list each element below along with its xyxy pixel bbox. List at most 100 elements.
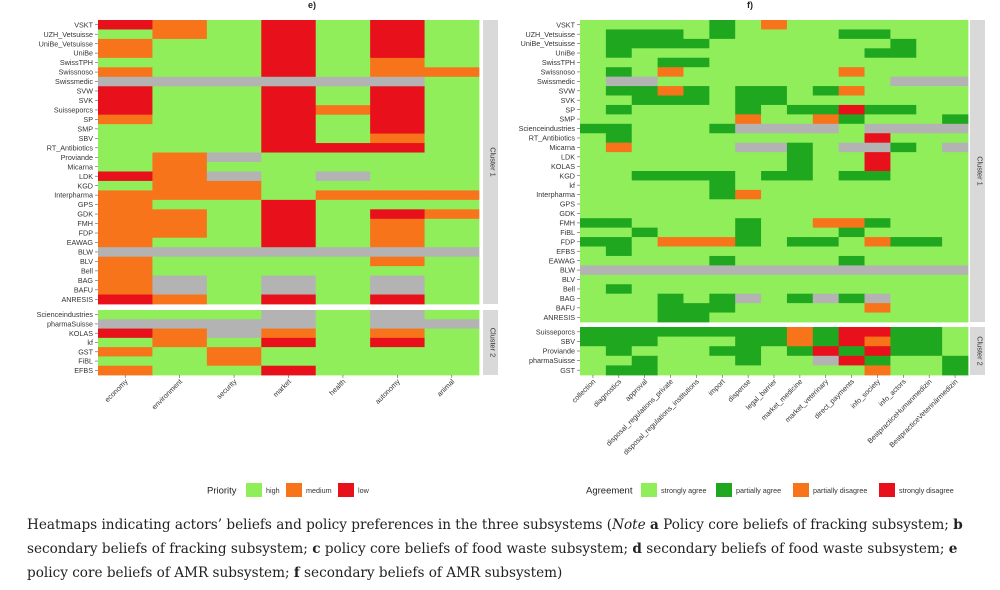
heatmap-cell — [916, 355, 943, 366]
heatmap-cell — [152, 76, 208, 87]
heatmap-cell — [315, 95, 371, 106]
heatmap-cell — [735, 199, 762, 210]
heatmap-cell — [152, 218, 208, 229]
heatmap-cell — [709, 355, 736, 366]
heatmap-cell — [424, 67, 480, 78]
heatmap-cell — [98, 218, 153, 229]
heatmap-cell — [812, 237, 840, 247]
heatmap-cell — [890, 284, 917, 295]
heatmap-cell — [890, 355, 917, 366]
heatmap-cell — [838, 48, 865, 59]
heatmap-cell — [424, 95, 480, 106]
heatmap-cell — [942, 293, 969, 304]
heatmap-cell — [605, 199, 633, 210]
column-label: market — [271, 377, 293, 399]
heatmap-cell — [735, 346, 762, 357]
heatmap-cell — [735, 312, 762, 323]
heatmap-cell — [315, 256, 371, 267]
heatmap-cell — [631, 293, 658, 304]
heatmap-cell — [761, 208, 788, 219]
heatmap-cell — [890, 208, 917, 219]
heatmap-cell — [631, 237, 658, 247]
heatmap-cell — [761, 346, 788, 357]
caption-text: secondary beliefs of fracking subsystem; — [27, 541, 313, 557]
row-label: SP — [83, 115, 93, 124]
heatmap-cell — [206, 180, 262, 191]
cluster-strip — [483, 20, 498, 304]
heatmap-cell — [580, 67, 607, 78]
heatmap-cell — [864, 227, 891, 238]
heatmap-cell — [761, 133, 788, 144]
heatmap-cell — [605, 86, 633, 96]
heatmap-cell — [683, 152, 710, 162]
heatmap-cell — [838, 189, 865, 200]
row-label: SwissTPH — [542, 58, 575, 67]
heatmap-cell — [812, 208, 840, 219]
heatmap-cell — [761, 161, 788, 172]
heatmap-cell — [735, 293, 762, 304]
heatmap-cell — [580, 86, 607, 96]
heatmap-cell — [261, 190, 317, 201]
heatmap-cell — [761, 355, 788, 366]
heatmap-cell — [683, 227, 710, 238]
heatmap-cell — [942, 237, 969, 247]
heatmap-cell — [370, 228, 425, 239]
heatmap-cell — [580, 57, 607, 68]
heatmap-cell — [942, 327, 969, 337]
row-label: GST — [560, 366, 575, 375]
heatmap-cell — [370, 356, 425, 367]
heatmap-cell — [838, 255, 865, 266]
heatmap-cell — [761, 246, 788, 257]
heatmap-cell — [424, 228, 480, 239]
heatmap-cell — [838, 67, 865, 78]
heatmap-cell — [812, 199, 840, 210]
heatmap-cell — [786, 246, 814, 257]
heatmap-cell — [864, 171, 891, 181]
heatmap-cell — [261, 76, 317, 87]
row-label: KGD — [559, 171, 575, 180]
heatmap-cell — [580, 189, 607, 200]
heatmap-cell — [580, 293, 607, 304]
heatmap-cell — [261, 285, 317, 295]
heatmap-cell — [370, 294, 425, 305]
heatmap-cell — [152, 152, 208, 163]
heatmap-cell — [916, 365, 943, 376]
legend-label: strongly agree — [661, 486, 707, 495]
heatmap-cell — [206, 228, 262, 239]
row-label: SBV — [79, 134, 94, 143]
heatmap-cell — [424, 218, 480, 229]
heatmap-cell — [864, 104, 891, 115]
heatmap-cell — [261, 337, 317, 348]
heatmap-cell — [370, 328, 425, 339]
heatmap-cell — [786, 227, 814, 238]
heatmap-cell — [580, 133, 607, 144]
heatmap-cell — [709, 246, 736, 257]
heatmap-cell — [812, 48, 840, 59]
heatmap-cell — [864, 142, 891, 153]
heatmap-cell — [98, 105, 153, 116]
heatmap-cell — [152, 67, 208, 78]
heatmap-cell — [890, 227, 917, 238]
heatmap-cell — [786, 20, 814, 30]
heatmap-cell — [605, 246, 633, 257]
heatmap-cell — [424, 76, 480, 87]
heatmap-cell — [942, 95, 969, 106]
heatmap-cell — [709, 133, 736, 144]
heatmap-cell — [424, 162, 480, 172]
heatmap-cell — [315, 133, 371, 144]
heatmap-cell — [631, 284, 658, 295]
heatmap-cell — [786, 152, 814, 162]
heatmap-cell — [942, 284, 969, 295]
heatmap-cell — [786, 67, 814, 78]
heatmap-cell — [206, 29, 262, 40]
heatmap-cell — [98, 67, 153, 78]
heatmap-cell — [709, 336, 736, 347]
heatmap-cell — [709, 218, 736, 229]
heatmap-cell — [916, 161, 943, 172]
heatmap-cell — [942, 86, 969, 96]
heatmap-cell — [657, 227, 684, 238]
row-label: Interpharma — [536, 190, 575, 199]
heatmap-cell — [631, 365, 658, 376]
legend-title: Agreement — [586, 486, 633, 497]
heatmap-cell — [261, 294, 317, 305]
